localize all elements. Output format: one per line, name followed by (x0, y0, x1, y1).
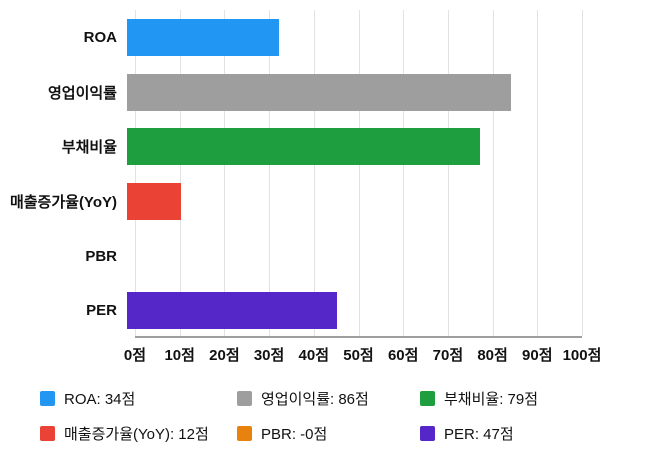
legend-swatch-icon (40, 426, 55, 441)
legend-item[interactable]: PBR: -0점 (237, 423, 420, 444)
bar-row: 영업이익률 (0, 65, 582, 120)
plot-gridlines (135, 10, 583, 338)
gridline (582, 10, 583, 336)
x-tick-label: 50점 (343, 347, 374, 364)
bar-row: 매출증가율(YoY) (0, 174, 582, 229)
x-tick-label: 0점 (123, 347, 147, 364)
gridline (358, 10, 360, 336)
bar-track (127, 10, 574, 65)
category-label: PBR (85, 247, 117, 265)
bar-row: 부채비율 (0, 119, 582, 174)
x-tick-label: 90점 (522, 347, 553, 364)
gridline (224, 10, 226, 336)
gridline (492, 10, 494, 336)
legend-label: 부채비율: 79점 (444, 391, 539, 408)
x-tick-label: 40점 (298, 347, 330, 364)
bar-6 (127, 292, 338, 330)
gridline (403, 10, 405, 336)
x-tick-label: 100점 (562, 347, 602, 364)
legend-item[interactable]: 영업이익률: 86점 (237, 388, 420, 409)
legend-label: 매출증가율(YoY): 12점 (64, 426, 209, 443)
bar-row: PBR (0, 229, 582, 284)
category-label: ROA (83, 28, 117, 46)
legend-item[interactable]: 부채비율: 79점 (420, 388, 630, 409)
legend-label: 영업이익률: 86점 (261, 391, 369, 408)
legend-swatch-icon (237, 426, 252, 441)
legend-item[interactable]: ROA: 34점 (40, 388, 237, 409)
gridline (313, 10, 315, 336)
category-label: PER (86, 302, 117, 320)
category-label: 영업이익률 (47, 84, 117, 102)
gridline (447, 10, 449, 336)
bar-4 (127, 182, 181, 220)
category-label: 매출증가율(YoY) (9, 193, 117, 211)
bar-track (127, 65, 574, 120)
legend-swatch-icon (420, 426, 435, 441)
category-label: 부채비율 (61, 139, 117, 157)
legend-item[interactable]: PER: 47점 (420, 423, 630, 444)
gridline (269, 10, 271, 336)
x-tick-label: 80점 (477, 347, 508, 364)
bar-row: ROA (0, 10, 582, 65)
bar-3 (127, 128, 481, 166)
bar-2 (127, 73, 512, 111)
x-tick-label: 60점 (387, 347, 419, 364)
bar-track (127, 174, 574, 229)
legend-swatch-icon (420, 391, 435, 406)
legend-label: PBR: -0점 (261, 426, 328, 443)
bar-1 (127, 18, 279, 56)
gridline (135, 10, 136, 336)
x-tick-label: 10점 (164, 347, 195, 364)
legend-label: PER: 47점 (444, 426, 514, 443)
legend-label: ROA: 34점 (64, 391, 136, 408)
legend-item[interactable]: 매출증가율(YoY): 12점 (40, 423, 237, 444)
x-axis-tick-labels: 0점 10점 20점 30점 40점 50점 60점 70점 80점 90점 100점 (124, 344, 601, 364)
bar-track (127, 229, 574, 284)
bar-row: PER (0, 283, 582, 338)
gridline (537, 10, 539, 336)
bar-track (127, 283, 574, 338)
x-tick-label: 30점 (253, 347, 285, 364)
x-tick-label: 20점 (209, 347, 240, 364)
gridline (179, 10, 181, 336)
legend-swatch-icon (237, 391, 252, 406)
legend-swatch-icon (40, 391, 55, 406)
bar-track (127, 119, 574, 174)
x-tick-label: 70점 (432, 347, 464, 364)
